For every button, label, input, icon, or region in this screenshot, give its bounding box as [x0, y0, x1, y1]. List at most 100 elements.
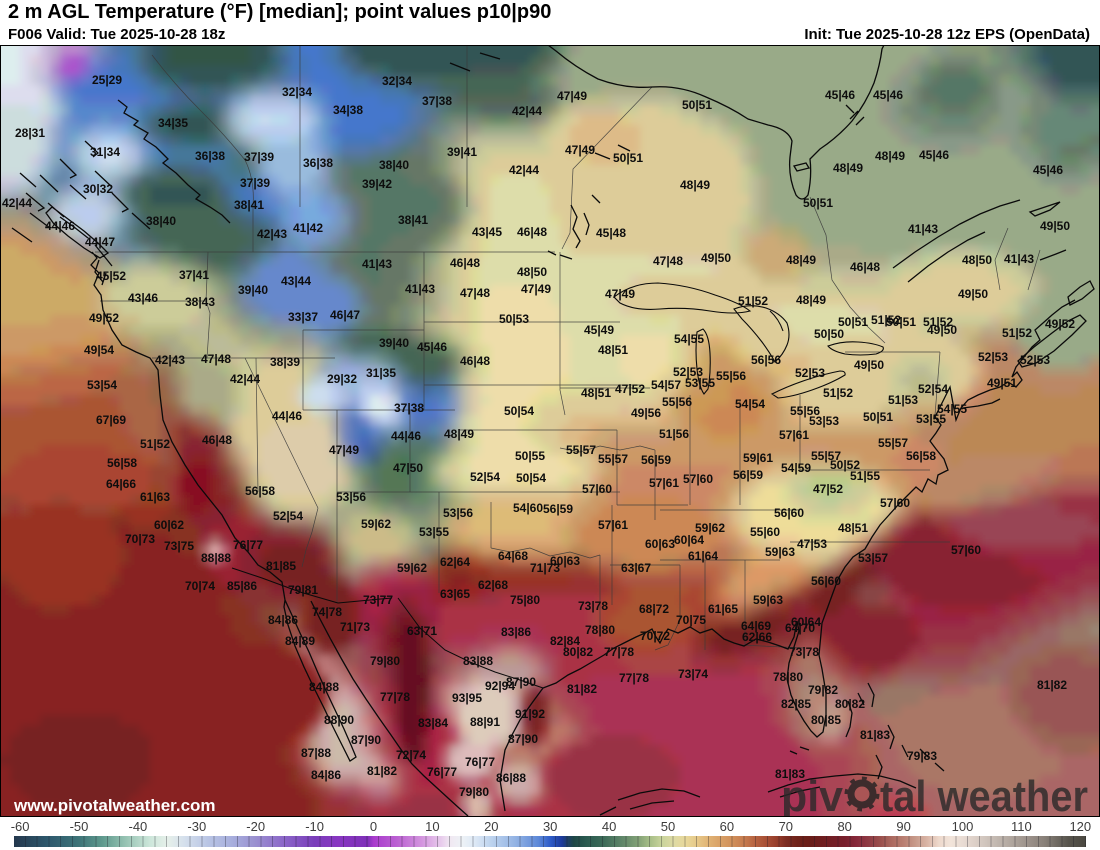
svg-text:56|58: 56|58: [906, 449, 936, 463]
svg-text:77|78: 77|78: [619, 671, 649, 685]
svg-text:25|29: 25|29: [92, 73, 122, 87]
svg-text:39|40: 39|40: [238, 283, 268, 297]
svg-text:59|62: 59|62: [695, 521, 725, 535]
svg-text:63|65: 63|65: [440, 587, 470, 601]
svg-text:51|56: 51|56: [659, 427, 689, 441]
svg-text:49|54: 49|54: [84, 343, 114, 357]
svg-text:68|72: 68|72: [639, 602, 669, 616]
svg-text:49|50: 49|50: [701, 251, 731, 265]
svg-text:80|85: 80|85: [811, 713, 841, 727]
svg-text:77|78: 77|78: [380, 690, 410, 704]
svg-text:48|49: 48|49: [875, 149, 905, 163]
svg-text:55|60: 55|60: [750, 525, 780, 539]
svg-text:45|46: 45|46: [1033, 163, 1063, 177]
svg-text:50|52: 50|52: [830, 458, 860, 472]
svg-text:54|55: 54|55: [937, 402, 967, 416]
svg-text:43|44: 43|44: [281, 274, 311, 288]
svg-text:54|54: 54|54: [735, 397, 765, 411]
svg-text:57|61: 57|61: [598, 518, 628, 532]
svg-text:48|49: 48|49: [796, 293, 826, 307]
svg-text:39|42: 39|42: [362, 177, 392, 191]
svg-text:48|51: 48|51: [598, 343, 628, 357]
svg-text:32|34: 32|34: [282, 85, 312, 99]
svg-text:44|46: 44|46: [391, 429, 421, 443]
svg-text:42|44: 42|44: [230, 372, 260, 386]
svg-text:81|83: 81|83: [775, 767, 805, 781]
svg-text:80|82: 80|82: [835, 697, 865, 711]
svg-text:49|50: 49|50: [854, 358, 884, 372]
svg-text:85|86: 85|86: [227, 579, 257, 593]
svg-text:44|47: 44|47: [85, 235, 115, 249]
svg-text:44|46: 44|46: [45, 219, 75, 233]
svg-text:45|46: 45|46: [417, 340, 447, 354]
svg-text:84|88: 84|88: [309, 680, 339, 694]
svg-text:51|52: 51|52: [738, 294, 768, 308]
svg-text:81|82: 81|82: [1037, 678, 1067, 692]
svg-text:41|43: 41|43: [1004, 252, 1034, 266]
svg-text:49|56: 49|56: [631, 406, 661, 420]
svg-text:53|57: 53|57: [858, 551, 888, 565]
svg-text:56|59: 56|59: [543, 502, 573, 516]
svg-text:78|80: 78|80: [585, 623, 615, 637]
svg-text:70|72: 70|72: [640, 629, 670, 643]
svg-text:81|82: 81|82: [567, 682, 597, 696]
svg-text:73|78: 73|78: [789, 645, 819, 659]
svg-text:47|49: 47|49: [329, 443, 359, 457]
svg-text:41|43: 41|43: [908, 222, 938, 236]
svg-text:50|51: 50|51: [863, 410, 893, 424]
svg-text:51|53: 51|53: [888, 393, 918, 407]
svg-text:39|41: 39|41: [447, 145, 477, 159]
svg-text:84|86: 84|86: [311, 768, 341, 782]
svg-text:56|60: 56|60: [811, 574, 841, 588]
svg-text:38|41: 38|41: [398, 213, 428, 227]
svg-text:46|48: 46|48: [517, 225, 547, 239]
svg-text:86|88: 86|88: [496, 771, 526, 785]
svg-text:47|48: 47|48: [460, 286, 490, 300]
svg-text:61|64: 61|64: [688, 549, 718, 563]
svg-text:75|80: 75|80: [510, 593, 540, 607]
svg-text:53|53: 53|53: [809, 414, 839, 428]
svg-text:41|42: 41|42: [293, 221, 323, 235]
svg-text:36|38: 36|38: [303, 156, 333, 170]
svg-text:tal weather: tal weather: [880, 772, 1088, 817]
svg-text:84|89: 84|89: [285, 634, 315, 648]
svg-text:48|50: 48|50: [962, 253, 992, 267]
svg-text:50|50: 50|50: [814, 327, 844, 341]
svg-text:59|61: 59|61: [743, 451, 773, 465]
svg-text:53|56: 53|56: [443, 506, 473, 520]
svg-text:52|53: 52|53: [978, 350, 1008, 364]
svg-text:46|48: 46|48: [850, 260, 880, 274]
svg-text:42|43: 42|43: [155, 353, 185, 367]
svg-text:42|43: 42|43: [257, 227, 287, 241]
svg-text:80|82: 80|82: [563, 645, 593, 659]
svg-text:45|49: 45|49: [584, 323, 614, 337]
svg-text:82|84: 82|84: [550, 634, 580, 648]
svg-text:64|66: 64|66: [106, 477, 136, 491]
svg-text:60|64: 60|64: [674, 533, 704, 547]
svg-text:88|90: 88|90: [324, 713, 354, 727]
svg-text:51|55: 51|55: [850, 469, 880, 483]
svg-text:54|57: 54|57: [651, 378, 681, 392]
svg-text:56|58: 56|58: [107, 456, 137, 470]
svg-text:48|49: 48|49: [680, 178, 710, 192]
svg-text:83|84: 83|84: [418, 716, 448, 730]
svg-text:47|48: 47|48: [653, 254, 683, 268]
svg-text:72|74: 72|74: [396, 748, 426, 762]
svg-text:62|64: 62|64: [440, 555, 470, 569]
svg-text:29|32: 29|32: [327, 372, 357, 386]
svg-text:73|75: 73|75: [164, 539, 194, 553]
svg-text:56|59: 56|59: [733, 468, 763, 482]
svg-text:38|40: 38|40: [379, 158, 409, 172]
svg-text:51|52: 51|52: [923, 315, 953, 329]
svg-text:52|53: 52|53: [795, 366, 825, 380]
svg-text:81|82: 81|82: [367, 764, 397, 778]
svg-text:79|82: 79|82: [808, 683, 838, 697]
svg-text:59|62: 59|62: [397, 561, 427, 575]
svg-text:88|88: 88|88: [201, 551, 231, 565]
svg-text:47|49: 47|49: [565, 143, 595, 157]
svg-text:46|48: 46|48: [450, 256, 480, 270]
svg-text:63|71: 63|71: [407, 624, 437, 638]
svg-text:42|44: 42|44: [509, 163, 539, 177]
svg-text:45|46: 45|46: [825, 88, 855, 102]
svg-text:36|38: 36|38: [195, 149, 225, 163]
